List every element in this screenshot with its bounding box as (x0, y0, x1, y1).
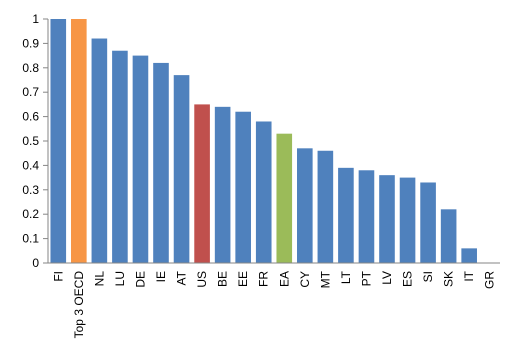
bar-lu (112, 50, 128, 263)
x-tick-label: AT (175, 270, 189, 285)
x-tick-label: FR (257, 271, 271, 287)
bar-sk (440, 209, 457, 263)
x-tick-label: ES (401, 271, 415, 287)
x-tick-label: SK (442, 271, 456, 287)
bar-it (461, 248, 477, 263)
x-tick-label: LU (113, 271, 127, 286)
bar-pt (358, 170, 375, 263)
y-tick-label: 0.5 (22, 134, 39, 148)
x-tick-label: IT (462, 270, 476, 281)
y-tick-label: 0.9 (22, 36, 39, 50)
x-tick-label: Top 3 OECD (72, 271, 86, 339)
x-tick-label: PT (359, 270, 373, 286)
x-tick-label: IE (154, 271, 168, 282)
bar-de (132, 55, 149, 263)
x-tick-label: GR (483, 271, 497, 289)
y-axis: 0 0.1 0.2 0.3 0.4 0.5 0.6 0.7 0.8 0.9 1 (22, 12, 49, 270)
x-tick-label: NL (92, 271, 106, 287)
bar-at (173, 75, 190, 264)
x-tick-label: BE (216, 271, 230, 287)
bar-ie (153, 62, 169, 263)
x-tick-label: DE (133, 271, 147, 288)
x-axis: FI Top 3 OECD NL LU DE IE AT US BE EE FR EA CY MT LT PT… (48, 262, 500, 339)
y-tick-label: 0.8 (22, 61, 39, 75)
y-tick-label: 0.1 (22, 232, 39, 246)
y-tick-label: 0.7 (22, 85, 39, 99)
x-tick-label: LV (380, 271, 394, 285)
bar-be (214, 106, 231, 263)
bar-es (399, 177, 416, 263)
x-tick-label: LT (339, 270, 353, 284)
bar-us (194, 104, 210, 264)
bar-fi (50, 19, 67, 263)
y-tick-label: 0.4 (22, 158, 39, 172)
x-tick-label: CY (298, 271, 312, 288)
bar-nl (91, 38, 108, 263)
x-tick-label: SI (421, 271, 435, 282)
bar-ee (235, 111, 251, 263)
y-tick-label: 0.6 (22, 110, 39, 124)
y-tick-label: 0.3 (22, 183, 39, 197)
bar-cy (297, 148, 313, 263)
y-tick-label: 1 (32, 12, 39, 26)
x-tick-label: US (195, 271, 209, 288)
y-tick-label: 0 (32, 256, 39, 270)
bars (50, 19, 477, 264)
bar-fr (255, 121, 272, 263)
x-tick-label: MT (318, 270, 332, 288)
bar-top-3-oecd (71, 19, 87, 263)
bar-si (420, 182, 436, 263)
bar-mt (317, 150, 334, 263)
y-tick-label: 0.2 (22, 207, 39, 221)
bar-ea (276, 133, 293, 263)
bar-lv (379, 175, 395, 263)
bar-lt (338, 167, 354, 263)
x-tick-label: EA (277, 271, 291, 287)
x-tick-label: FI (51, 271, 65, 282)
x-tick-label: EE (236, 271, 250, 287)
